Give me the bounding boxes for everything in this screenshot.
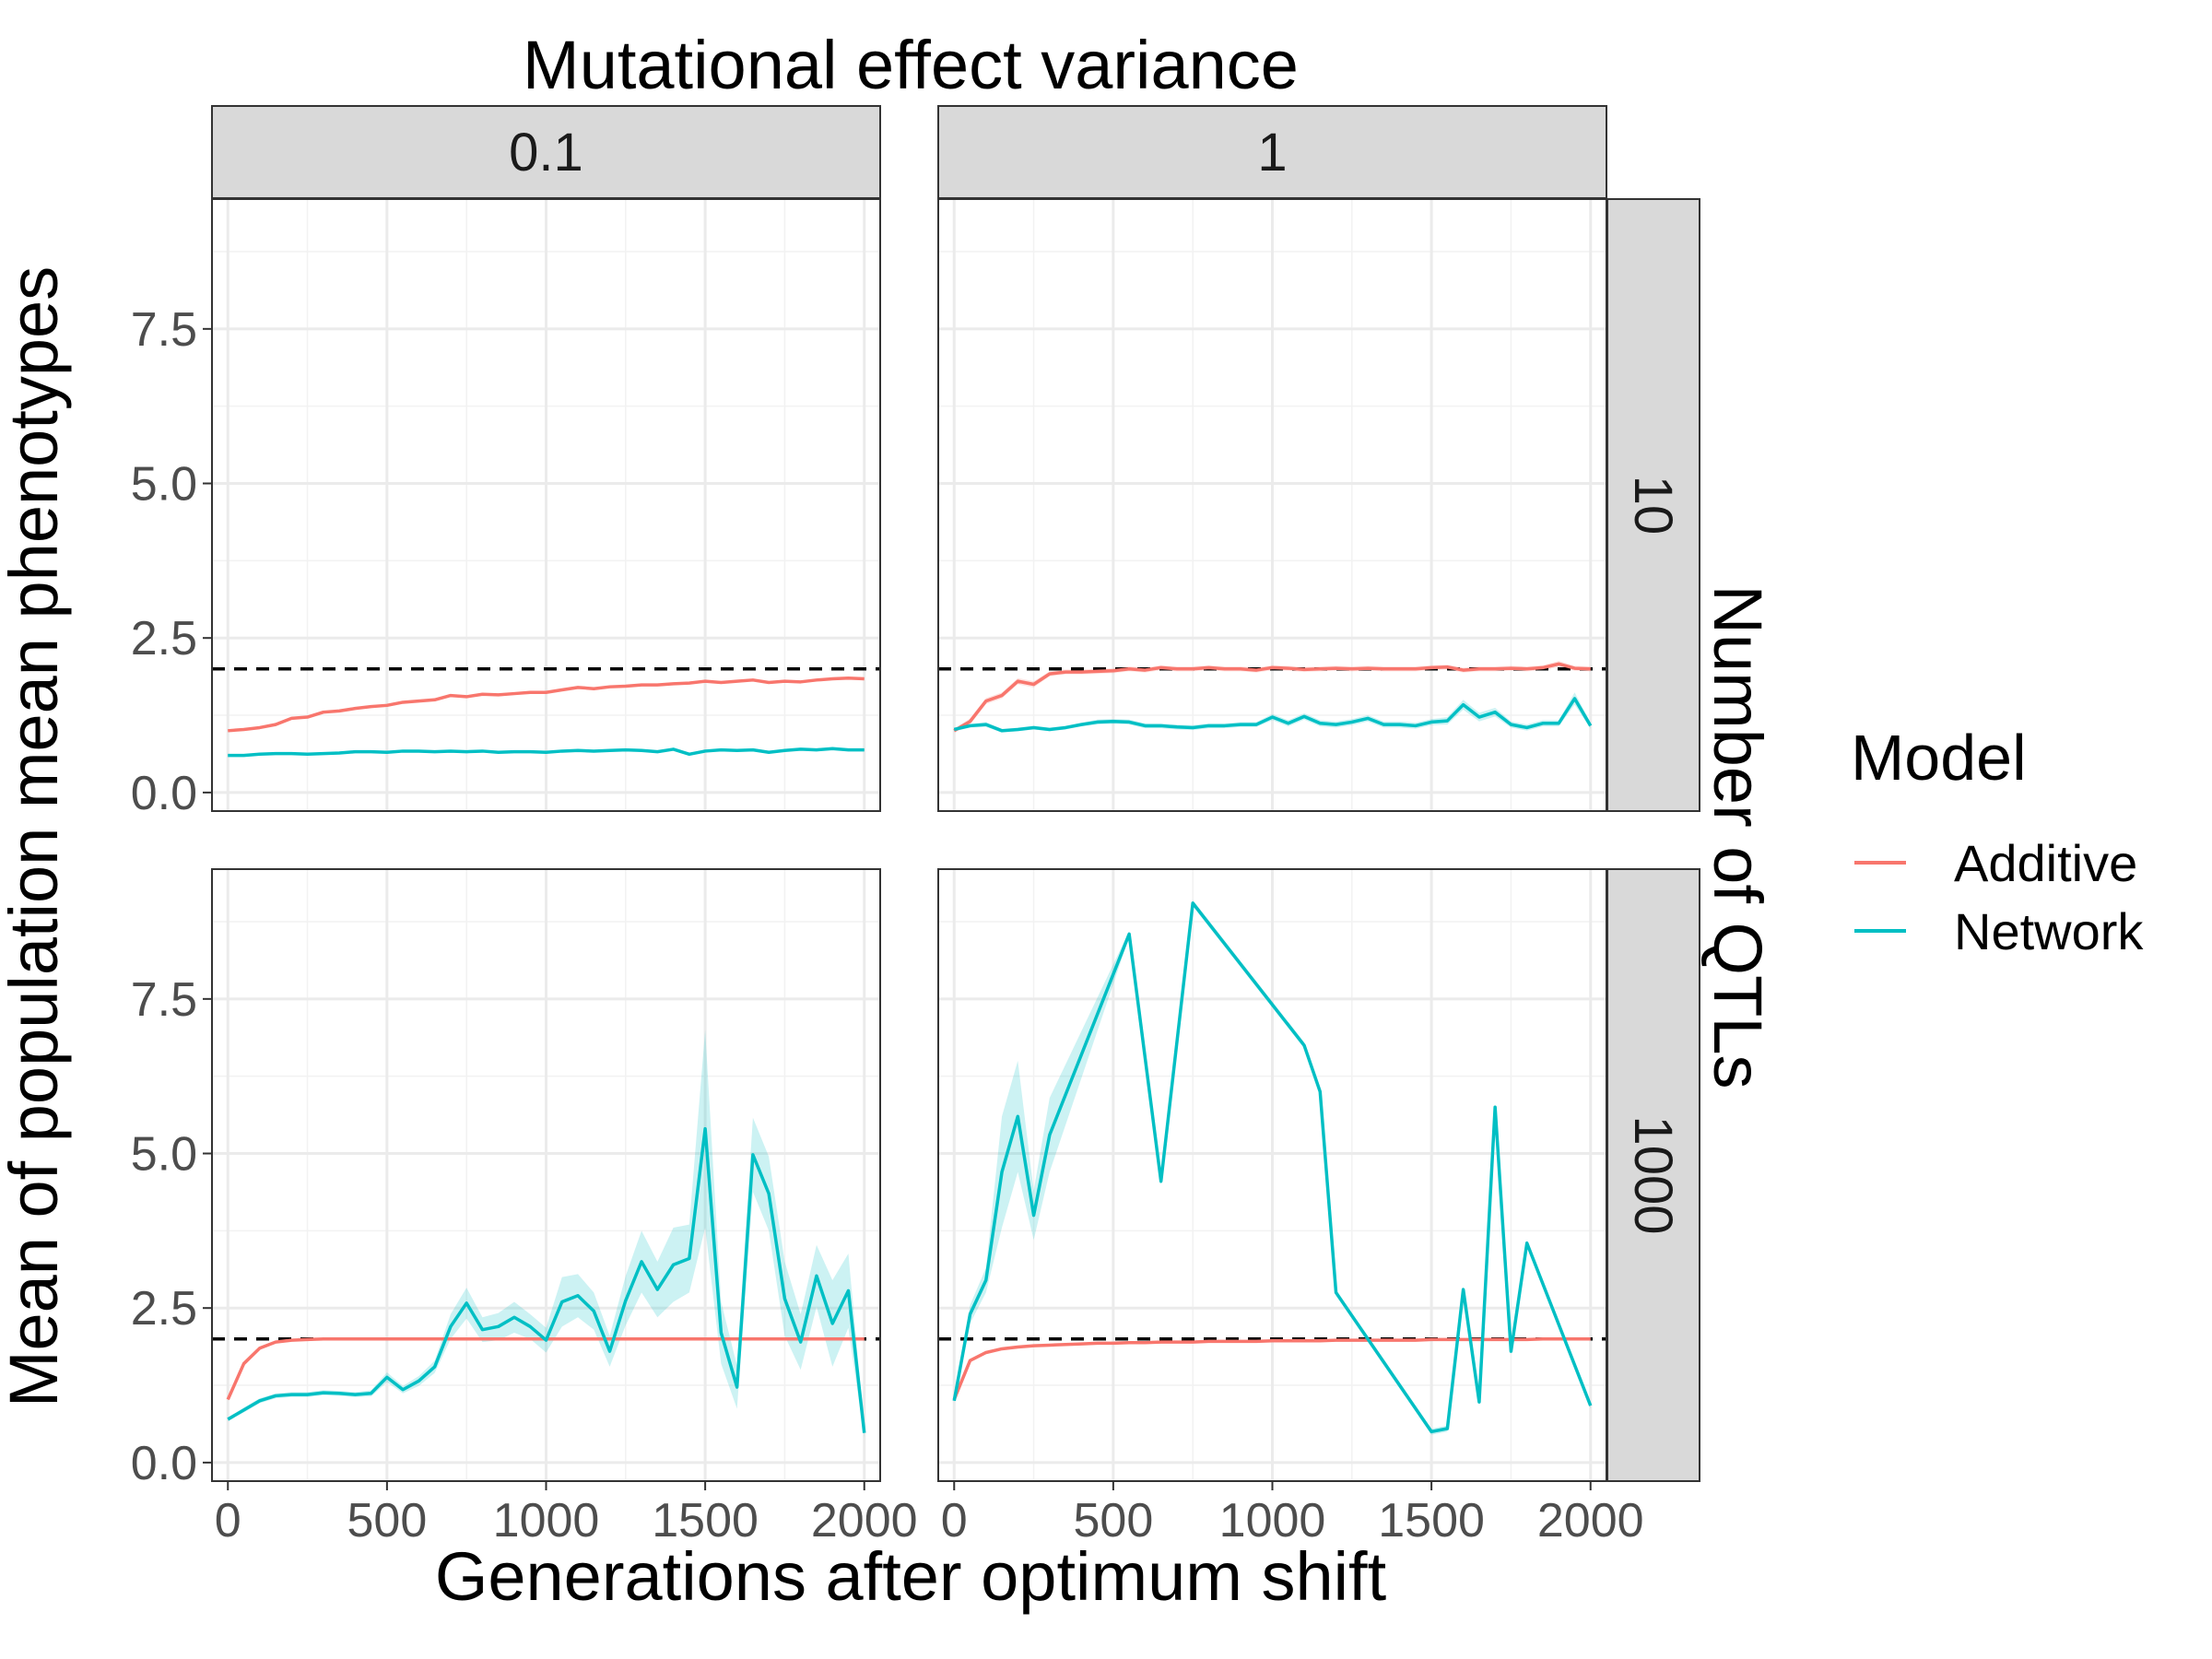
row-facet-title: Number of QTLs xyxy=(1700,585,1776,1089)
y-axis-title: Mean of population mean phenotypes xyxy=(0,266,72,1407)
panel-0-1-1000-y-tick-label: 7.5 xyxy=(131,973,197,1027)
panel-1-1000-line-network xyxy=(952,901,1593,1434)
row-strip-label-1000: 1000 xyxy=(1623,1115,1683,1234)
panel-0-1-10-border xyxy=(211,198,881,812)
panel-1-10-border xyxy=(937,198,1607,812)
legend-title: Model xyxy=(1851,722,2027,794)
panel-0-1-1000-x-tick-label: 1500 xyxy=(652,1494,759,1547)
col-strip-label-1: 1 xyxy=(1257,123,1287,182)
col-strip-1 xyxy=(937,105,1607,199)
panel-1-1000-x-tick-label: 500 xyxy=(1073,1494,1153,1547)
panel-1-1000-x-tick-label: 0 xyxy=(941,1494,968,1547)
panel-0-1-10-line-additive xyxy=(228,677,865,733)
panel-0-1-1000-line-network xyxy=(227,1126,866,1433)
panel-1-10-line-additive xyxy=(953,662,1591,733)
panel-0-1-1000-y-tick-label: 2.5 xyxy=(131,1282,197,1335)
panel-0-1-1000-x-tick-label: 500 xyxy=(347,1494,427,1547)
panel-0-1-1000-y-tick-label: 0.0 xyxy=(131,1437,197,1490)
panel-1-1000-x-tick-label: 2000 xyxy=(1537,1494,1644,1547)
row-strip-label-10: 10 xyxy=(1623,476,1683,535)
col-facet-title: Mutational effect variance xyxy=(523,27,1299,103)
col-strip-0-1 xyxy=(211,105,881,199)
panel-0-1-1000-y-tick-label: 5.0 xyxy=(131,1128,197,1182)
panel-0-1-10-y-tick-label: 2.5 xyxy=(131,612,197,665)
data-layer xyxy=(212,661,1606,1439)
row-strip-1000 xyxy=(1606,868,1700,1482)
panel-1-1000-x-tick-label: 1500 xyxy=(1378,1494,1485,1547)
panel-0-1-1000-x-tick-label: 1000 xyxy=(493,1494,600,1547)
panel-0-1-1000-x-tick-label: 2000 xyxy=(811,1494,918,1547)
text-layer: Mutational effect variance Generations a… xyxy=(0,27,2144,1615)
panel-1-1000-line-additive xyxy=(952,1336,1591,1401)
panel-0-1-10-line-network xyxy=(228,747,865,758)
grid-layer xyxy=(212,199,1606,1481)
panel-0-1-1000-x-tick-label: 0 xyxy=(215,1494,241,1547)
col-strip-label-0-1: 0.1 xyxy=(509,123,583,182)
panel-1-10-line-network xyxy=(953,697,1593,733)
legend-label-additive: Additive xyxy=(1954,834,2137,892)
panel-1-1000-x-tick-label: 1000 xyxy=(1219,1494,1326,1547)
panel-0-1-10-y-tick-label: 5.0 xyxy=(131,458,197,512)
panel-0-1-10-y-tick-label: 0.0 xyxy=(131,767,197,820)
frame-layer xyxy=(203,105,1700,1490)
panel-0-1-10-y-tick-label: 7.5 xyxy=(131,303,197,357)
legend-label-network: Network xyxy=(1954,902,2144,960)
x-axis-title: Generations after optimum shift xyxy=(435,1538,1387,1615)
row-strip-10 xyxy=(1606,198,1700,812)
